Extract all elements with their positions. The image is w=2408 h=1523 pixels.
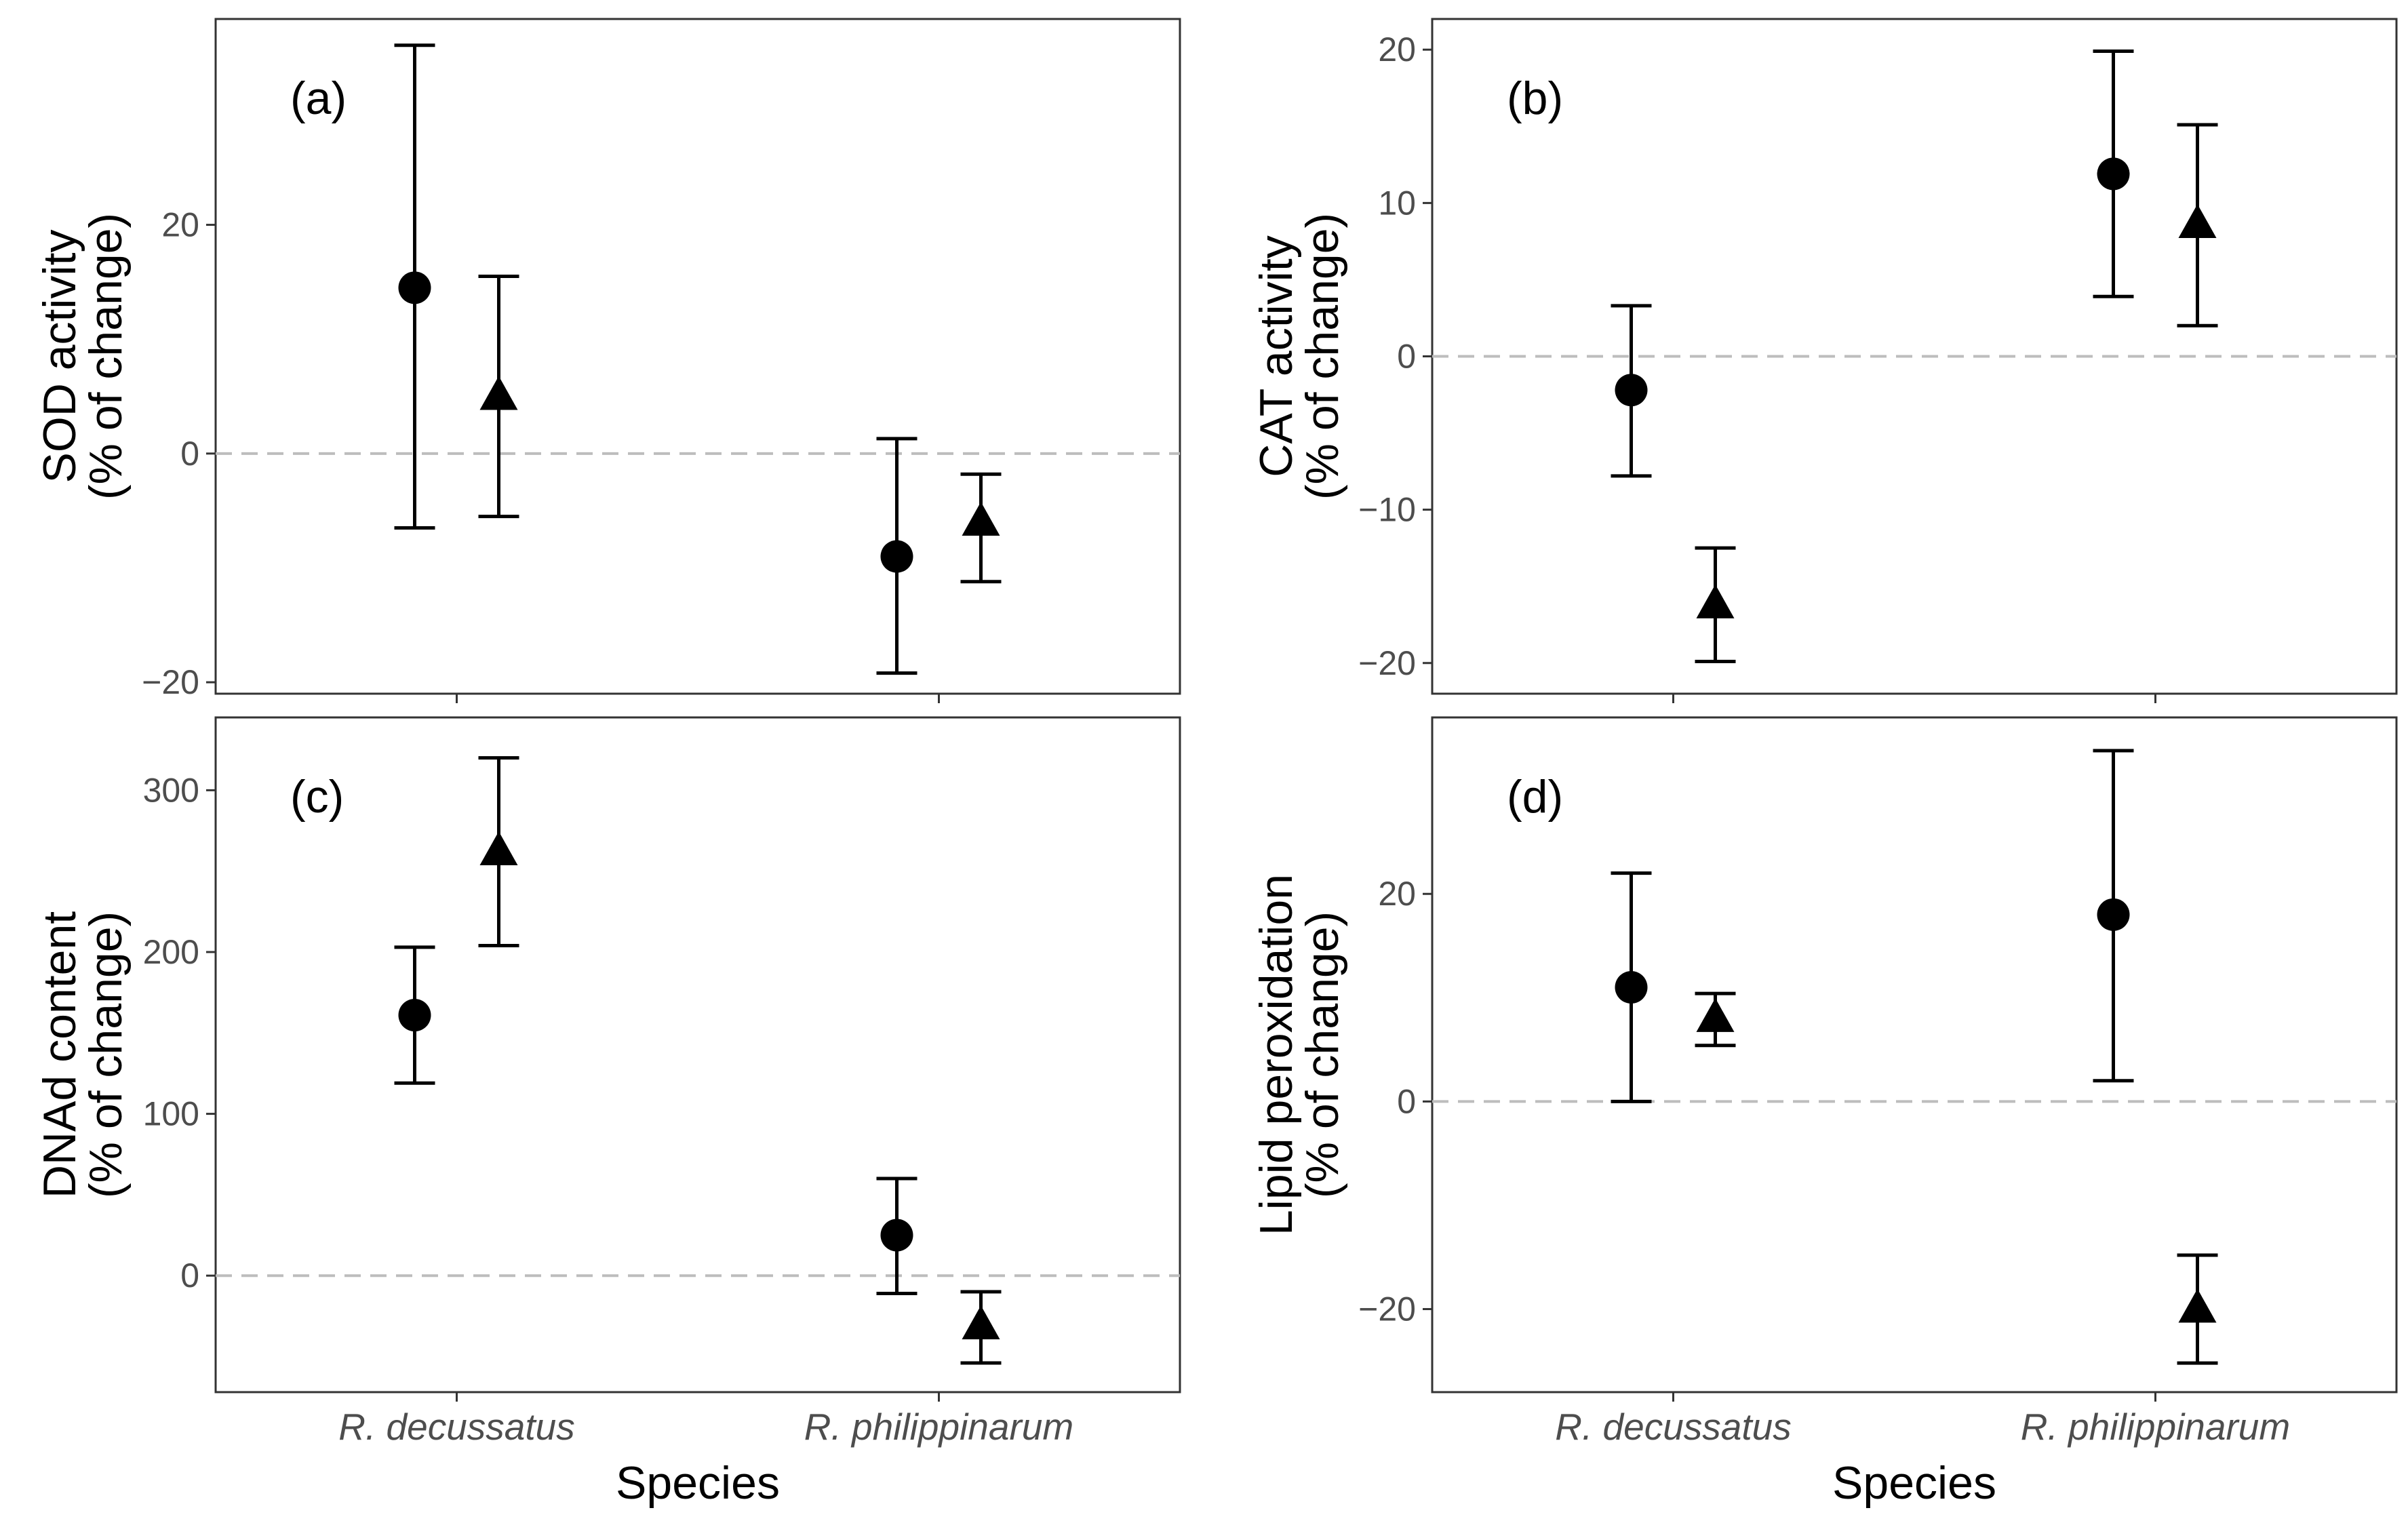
y-axis-title-line2: (% of change)	[1297, 213, 1348, 500]
circle-point	[2097, 898, 2130, 931]
circle-point	[880, 1219, 913, 1252]
panel-d: −20 0 20 R. decussatus R. philippinarum (d) Li…	[1250, 716, 2398, 1448]
y-tick-label: 100	[143, 1095, 199, 1133]
panel-c: 0 100 200 300 R. decussatus R. philippinarum (…	[34, 716, 1181, 1448]
circle-point	[2097, 157, 2130, 191]
triangle-point	[2178, 204, 2217, 239]
panel-label: (b)	[1507, 73, 1563, 124]
y-axis-title: SOD activity(% of change)	[34, 213, 132, 500]
panel-b: −20 −10 0 10 20 (b) CAT activity(% of change)	[1250, 18, 2398, 703]
y-tick-label: −20	[1358, 1290, 1416, 1328]
triangle-point	[1696, 997, 1735, 1032]
y-tick-label: 20	[161, 206, 199, 244]
x-tick-label: R. decussatus	[1555, 1406, 1792, 1448]
y-axis-title-line1: CAT activity	[1250, 235, 1302, 477]
triangle-point	[962, 1305, 1000, 1340]
y-tick-label: 0	[180, 1257, 199, 1294]
circle-point	[1615, 374, 1648, 407]
triangle-point	[1696, 584, 1735, 618]
y-tick-label: 10	[1378, 184, 1416, 222]
y-axis-title: Lipid peroxidation(% of change)	[1250, 874, 1348, 1235]
y-tick-label: 200	[143, 933, 199, 971]
x-axis-title: Species	[1832, 1457, 1996, 1509]
x-tick-label: R. philippinarum	[2021, 1406, 2290, 1448]
y-axis-title: CAT activity(% of change)	[1250, 213, 1348, 500]
panel-border	[214, 18, 1181, 695]
circle-point	[398, 999, 431, 1032]
panel-border	[1431, 716, 2398, 1393]
triangle-point	[479, 831, 518, 866]
circle-point	[880, 540, 913, 573]
y-tick-label: −10	[1358, 491, 1416, 529]
y-axis-title-line2: (% of change)	[1297, 911, 1348, 1198]
y-axis-title-line2: (% of change)	[80, 911, 132, 1198]
x-tick-label: R. philippinarum	[804, 1406, 1073, 1448]
circle-point	[398, 271, 431, 304]
x-tick-label: R. decussatus	[338, 1406, 575, 1448]
x-axis-title: Species	[616, 1457, 780, 1509]
y-tick-label: −20	[1358, 644, 1416, 682]
y-axis-title-line1: Lipid peroxidation	[1250, 874, 1302, 1235]
y-axis-title-line1: DNAd content	[34, 911, 85, 1198]
y-tick-label: 0	[180, 435, 199, 473]
y-axis-title-line2: (% of change)	[80, 213, 132, 500]
y-tick-label: 0	[1397, 338, 1416, 376]
triangle-point	[2178, 1288, 2217, 1323]
y-tick-label: 20	[1378, 31, 1416, 68]
triangle-point	[962, 502, 1000, 536]
panel-label: (c)	[290, 771, 344, 823]
y-axis-title: DNAd content(% of change)	[34, 911, 132, 1198]
y-tick-label: 300	[143, 771, 199, 809]
y-tick-label: −20	[142, 663, 199, 701]
triangle-point	[479, 376, 518, 410]
y-tick-label: 0	[1397, 1082, 1416, 1120]
panel-a: −20 0 20 (a) SOD activity(% of change)	[34, 18, 1181, 703]
panel-label: (a)	[290, 73, 347, 124]
y-axis-title-line1: SOD activity	[34, 229, 85, 483]
circle-point	[1615, 971, 1648, 1004]
panel-border	[214, 716, 1181, 1393]
panel-label: (d)	[1507, 771, 1563, 823]
y-tick-label: 20	[1378, 875, 1416, 913]
